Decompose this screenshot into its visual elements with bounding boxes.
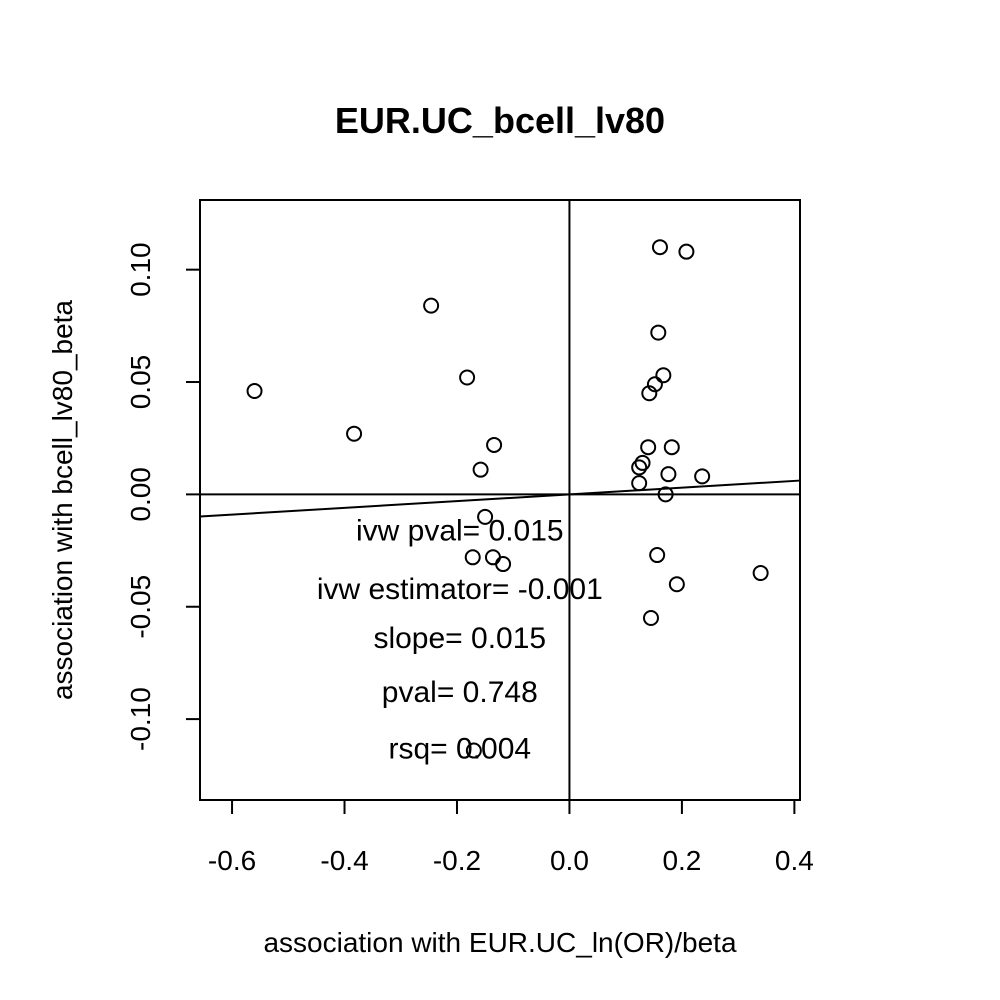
x-tick-label: 0.4 <box>775 845 814 876</box>
data-point <box>631 475 648 492</box>
x-axis: -0.6 -0.4 -0.2 0.0 0.2 0.4 <box>208 799 814 876</box>
data-point <box>650 324 667 341</box>
data-point <box>651 239 668 256</box>
data-point <box>465 742 482 759</box>
data-point <box>694 468 711 485</box>
data-point <box>642 609 659 626</box>
annotations: ivw pval= 0.015 ivw estimator= -0.001 slop… <box>317 514 603 765</box>
chart-title: EUR.UC_bcell_lv80 <box>335 100 665 141</box>
x-tick-label: -0.6 <box>208 845 256 876</box>
data-point <box>459 369 476 386</box>
y-tick-label: -0.10 <box>125 687 156 751</box>
stat-annotation: slope= 0.015 <box>373 622 546 655</box>
x-axis-label: association with EUR.UC_ln(OR)/beta <box>263 927 736 958</box>
y-tick-label: 0.00 <box>125 467 156 522</box>
y-tick-label: 0.10 <box>125 242 156 297</box>
data-point <box>649 547 666 564</box>
plot-frame <box>199 199 801 801</box>
stat-annotation: ivw estimator= -0.001 <box>317 573 603 606</box>
data-point <box>346 425 363 442</box>
data-point <box>634 454 651 471</box>
data-point <box>655 367 672 384</box>
reference-lines <box>199 200 801 800</box>
x-tick-label: -0.4 <box>320 845 368 876</box>
y-tick-label: 0.05 <box>125 355 156 410</box>
x-tick-label: 0.2 <box>662 845 701 876</box>
data-points <box>246 239 769 759</box>
y-axis-label: association with bcell_lv80_beta <box>47 300 78 700</box>
data-point <box>752 565 769 582</box>
stat-annotation: rsq= 0.004 <box>388 732 531 765</box>
stat-annotation: ivw pval= 0.015 <box>356 514 564 547</box>
data-point <box>472 461 489 478</box>
data-point <box>660 466 677 483</box>
y-axis: -0.10 -0.05 0.00 0.05 0.10 <box>125 242 201 751</box>
data-point <box>668 576 685 593</box>
data-point <box>246 383 263 400</box>
x-tick-label: 0.0 <box>550 845 589 876</box>
data-point <box>423 297 440 314</box>
y-tick-label: -0.05 <box>125 575 156 639</box>
data-point <box>495 556 512 573</box>
stat-annotation: pval= 0.748 <box>382 676 538 709</box>
x-tick-label: -0.2 <box>433 845 481 876</box>
data-point <box>640 439 657 456</box>
data-point <box>477 508 494 525</box>
data-point <box>464 549 481 566</box>
data-point <box>641 385 658 402</box>
data-point <box>484 549 501 566</box>
data-point <box>678 243 695 260</box>
data-point <box>663 439 680 456</box>
regression-line <box>199 479 801 518</box>
data-point <box>646 376 663 393</box>
data-point <box>657 486 674 503</box>
data-point <box>486 436 503 453</box>
data-point <box>631 459 648 476</box>
